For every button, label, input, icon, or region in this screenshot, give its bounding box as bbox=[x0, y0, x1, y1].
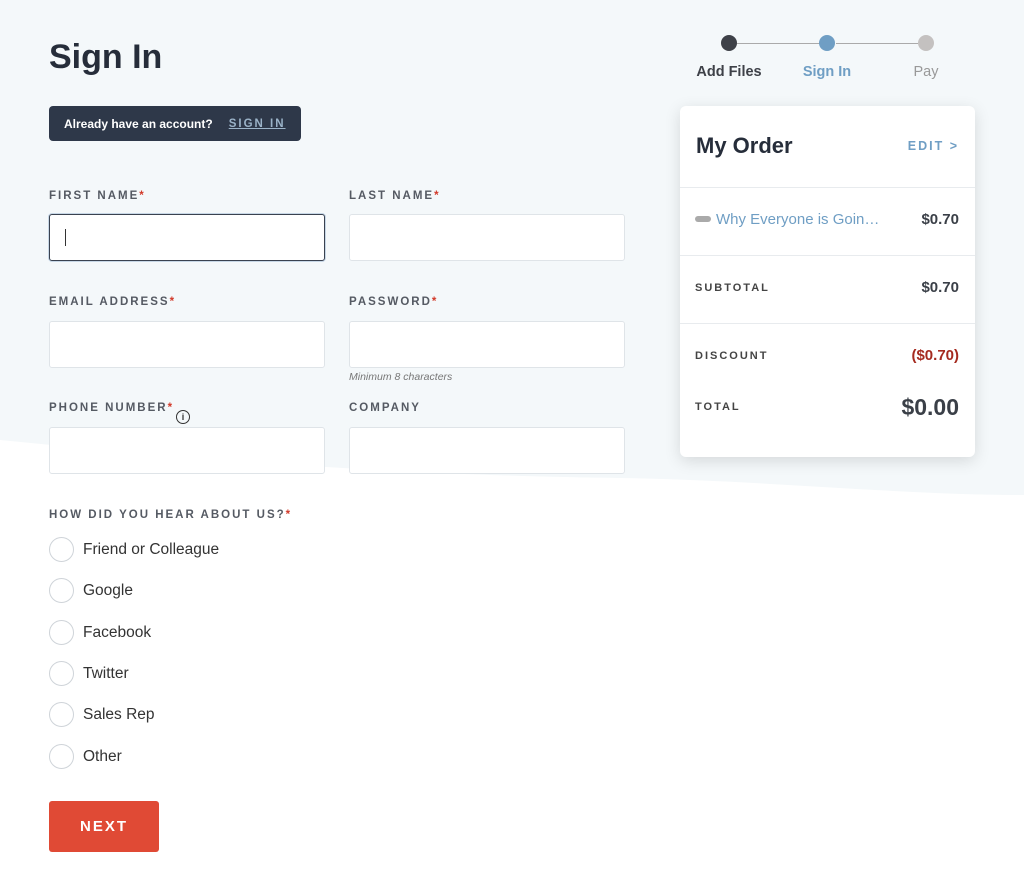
phone-input[interactable] bbox=[49, 427, 325, 474]
order-item-price: $0.70 bbox=[921, 211, 959, 228]
last-name-label: LAST NAME * bbox=[349, 190, 441, 202]
step-pay: Pay bbox=[913, 64, 939, 80]
total-value: $0.00 bbox=[901, 394, 959, 420]
radio-option[interactable]: Google bbox=[49, 578, 133, 603]
radio-label: Twitter bbox=[83, 664, 129, 682]
radio-label: Friend or Colleague bbox=[83, 540, 220, 558]
radio-circle bbox=[49, 578, 74, 603]
radio-circle bbox=[49, 537, 74, 562]
email-input[interactable] bbox=[49, 321, 325, 368]
radio-label: Sales Rep bbox=[83, 705, 155, 723]
radio-option[interactable]: Sales Rep bbox=[49, 702, 155, 727]
order-item-name[interactable]: Why Everyone is Goin… bbox=[716, 211, 880, 228]
first-name-input[interactable] bbox=[49, 214, 325, 261]
radio-option[interactable]: Friend or Colleague bbox=[49, 537, 219, 562]
radio-label: Google bbox=[83, 581, 133, 599]
password-input[interactable] bbox=[349, 321, 625, 368]
radio-circle bbox=[49, 661, 74, 686]
radio-circle bbox=[49, 702, 74, 727]
first-name-label: FIRST NAME * bbox=[49, 190, 146, 202]
email-label: EMAIL ADDRESS * bbox=[49, 296, 177, 308]
password-hint: Minimum 8 characters bbox=[349, 371, 453, 383]
discount-label: DISCOUNT bbox=[695, 350, 769, 362]
radio-option[interactable]: Twitter bbox=[49, 661, 129, 686]
page-title: Sign In bbox=[49, 38, 163, 76]
sign-in-banner: Already have an account? SIGN IN bbox=[49, 106, 301, 141]
last-name-input[interactable] bbox=[349, 214, 625, 261]
hear-about-label: HOW DID YOU HEAR ABOUT US? * bbox=[49, 509, 293, 521]
next-button[interactable]: NEXT bbox=[49, 801, 159, 852]
radio-label: Facebook bbox=[83, 623, 152, 641]
radio-label: Other bbox=[83, 747, 122, 765]
info-icon[interactable]: i bbox=[176, 410, 191, 424]
company-input[interactable] bbox=[349, 427, 625, 474]
step-add-files: Add Files bbox=[696, 64, 762, 80]
order-summary-card: My Order EDIT > Why Everyone is Goin… $0… bbox=[680, 106, 975, 457]
radio-option[interactable]: Other bbox=[49, 744, 122, 769]
step-connector bbox=[836, 43, 918, 44]
radio-circle bbox=[49, 620, 74, 645]
phone-label: PHONE NUMBER * i bbox=[49, 402, 191, 424]
edit-order-link[interactable]: EDIT > bbox=[907, 139, 959, 153]
file-icon bbox=[695, 216, 711, 222]
total-label: TOTAL bbox=[695, 401, 741, 413]
step-dot-pending bbox=[918, 35, 934, 51]
password-label: PASSWORD * bbox=[349, 296, 439, 308]
sign-in-link[interactable]: SIGN IN bbox=[228, 117, 286, 130]
step-sign-in: Sign In bbox=[802, 64, 852, 80]
step-connector bbox=[737, 43, 820, 44]
subtotal-value: $0.70 bbox=[921, 279, 959, 296]
company-label: COMPANY bbox=[349, 402, 421, 414]
banner-text: Already have an account? bbox=[64, 116, 213, 131]
step-dot-done bbox=[721, 35, 737, 51]
subtotal-label: SUBTOTAL bbox=[695, 282, 770, 294]
radio-option[interactable]: Facebook bbox=[49, 620, 151, 645]
step-dot-current bbox=[819, 35, 835, 51]
discount-value: ($0.70) bbox=[911, 347, 959, 364]
text-cursor bbox=[65, 229, 66, 246]
order-title: My Order bbox=[696, 133, 793, 158]
radio-circle bbox=[49, 744, 74, 769]
